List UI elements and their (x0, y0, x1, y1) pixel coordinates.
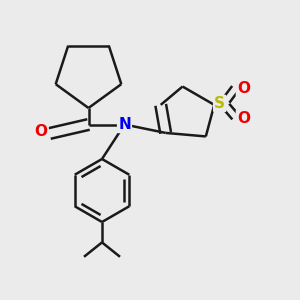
Text: O: O (237, 111, 250, 126)
Text: O: O (237, 81, 250, 96)
Text: N: N (118, 117, 131, 132)
Text: O: O (34, 124, 48, 140)
Text: S: S (214, 96, 225, 111)
